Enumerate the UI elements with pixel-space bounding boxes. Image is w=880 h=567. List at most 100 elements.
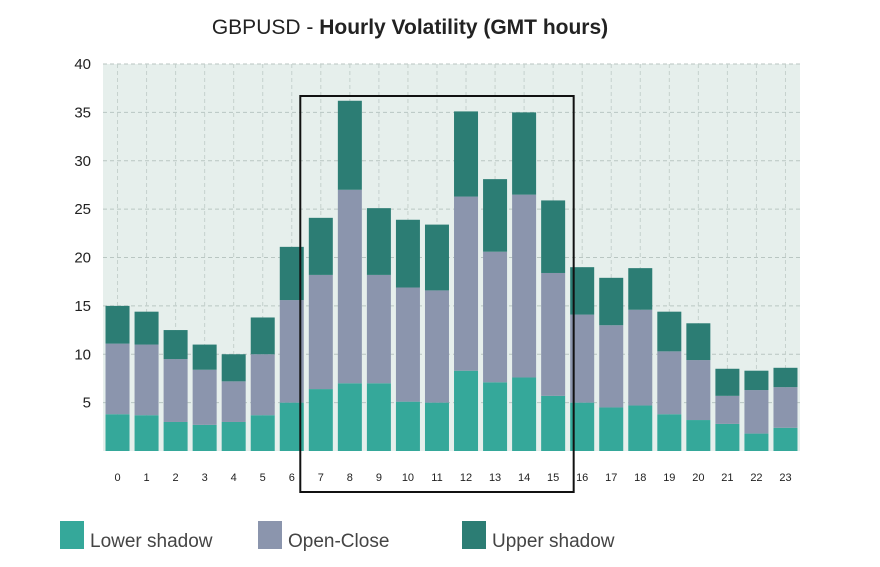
legend-label: Lower shadow	[90, 531, 213, 552]
y-tick-label: 40	[74, 56, 91, 73]
bar-upper-shadow	[541, 200, 566, 273]
x-tick-label: 18	[634, 472, 646, 484]
bar-upper-shadow	[628, 268, 653, 310]
bar-lower-shadow	[512, 377, 537, 451]
bar-upper-shadow	[308, 217, 333, 275]
y-tick-label: 25	[74, 201, 91, 218]
bar-lower-shadow	[424, 402, 449, 451]
bar-lower-shadow	[308, 389, 333, 451]
x-tick-label: 23	[779, 472, 791, 484]
bar-lower-shadow	[454, 370, 479, 451]
legend-swatch	[60, 521, 84, 549]
y-tick-label: 30	[74, 153, 91, 170]
legend-label: Upper shadow	[492, 531, 615, 552]
bar-open-close	[192, 369, 217, 425]
bar-open-close	[483, 251, 508, 383]
y-tick-label: 5	[83, 395, 91, 412]
plot-area	[103, 64, 800, 451]
x-tick-label: 9	[376, 472, 382, 484]
bar-upper-shadow	[134, 311, 159, 345]
bar-open-close	[715, 395, 740, 424]
bar-open-close	[657, 351, 682, 415]
x-tick-label: 1	[144, 472, 150, 484]
x-tick-label: 2	[173, 472, 179, 484]
legend-swatch	[462, 521, 486, 549]
bar-upper-shadow	[686, 323, 711, 361]
bar-lower-shadow	[250, 415, 275, 451]
bar-lower-shadow	[134, 415, 159, 451]
bar-upper-shadow	[395, 219, 420, 288]
bar-lower-shadow	[773, 427, 798, 451]
bar-lower-shadow	[221, 421, 246, 451]
bar-lower-shadow	[744, 433, 769, 451]
bar-lower-shadow	[163, 421, 188, 451]
bar-open-close	[454, 196, 479, 371]
bar-open-close	[686, 360, 711, 421]
bar-lower-shadow	[483, 382, 508, 451]
highlight-box	[299, 95, 575, 493]
bar-upper-shadow	[512, 112, 537, 195]
bar-open-close	[628, 309, 653, 406]
bar-lower-shadow	[541, 395, 566, 451]
bar-upper-shadow	[424, 224, 449, 291]
bar-lower-shadow	[105, 414, 130, 451]
x-tick-label: 16	[576, 472, 588, 484]
bar-open-close	[250, 354, 275, 416]
bar-open-close	[366, 274, 391, 384]
bar-open-close	[599, 325, 624, 408]
bar-open-close	[541, 272, 566, 396]
x-tick-label: 3	[202, 472, 208, 484]
x-tick-label: 21	[721, 472, 733, 484]
bar-open-close	[163, 359, 188, 422]
bar-upper-shadow	[221, 354, 246, 382]
x-tick-label: 14	[518, 472, 530, 484]
bar-open-close	[105, 343, 130, 415]
bar-upper-shadow	[744, 370, 769, 391]
x-tick-label: 22	[750, 472, 762, 484]
x-tick-label: 12	[460, 472, 472, 484]
bar-lower-shadow	[366, 383, 391, 451]
x-tick-label: 10	[402, 472, 414, 484]
legend-label: Open-Close	[288, 531, 389, 552]
bar-lower-shadow	[686, 420, 711, 451]
bar-upper-shadow	[366, 208, 391, 275]
y-tick-label: 20	[74, 250, 91, 267]
x-tick-label: 20	[692, 472, 704, 484]
x-tick-label: 6	[289, 472, 295, 484]
bar-lower-shadow	[337, 383, 362, 451]
bar-upper-shadow	[163, 330, 188, 360]
bar-open-close	[512, 194, 537, 378]
y-tick-label: 35	[74, 104, 91, 121]
x-tick-label: 13	[489, 472, 501, 484]
x-tick-label: 17	[605, 472, 617, 484]
bar-open-close	[221, 381, 246, 422]
x-tick-label: 7	[318, 472, 324, 484]
bar-lower-shadow	[395, 401, 420, 451]
bar-open-close	[134, 344, 159, 416]
bar-lower-shadow	[599, 407, 624, 451]
bar-upper-shadow	[715, 368, 740, 396]
bar-lower-shadow	[192, 424, 217, 451]
y-tick-label: 10	[74, 346, 91, 363]
x-tick-label: 11	[431, 472, 442, 484]
bar-lower-shadow	[657, 414, 682, 451]
bar-lower-shadow	[628, 405, 653, 451]
bar-upper-shadow	[483, 179, 508, 252]
bar-upper-shadow	[599, 277, 624, 326]
x-tick-label: 19	[663, 472, 675, 484]
x-tick-label: 0	[114, 472, 120, 484]
chart-title-main: Hourly Volatility (GMT hours)	[319, 16, 609, 39]
bar-open-close	[395, 287, 420, 402]
bar-upper-shadow	[250, 317, 275, 355]
chart-title: GBPUSD - Hourly Volatility (GMT hours)	[0, 16, 820, 40]
bar-upper-shadow	[192, 344, 217, 370]
x-tick-label: 15	[547, 472, 559, 484]
bar-upper-shadow	[773, 367, 798, 388]
x-tick-label: 5	[260, 472, 266, 484]
bar-upper-shadow	[105, 305, 130, 344]
legend-swatch	[258, 521, 282, 549]
bar-upper-shadow	[337, 100, 362, 190]
bar-upper-shadow	[657, 311, 682, 352]
bar-open-close	[337, 189, 362, 384]
